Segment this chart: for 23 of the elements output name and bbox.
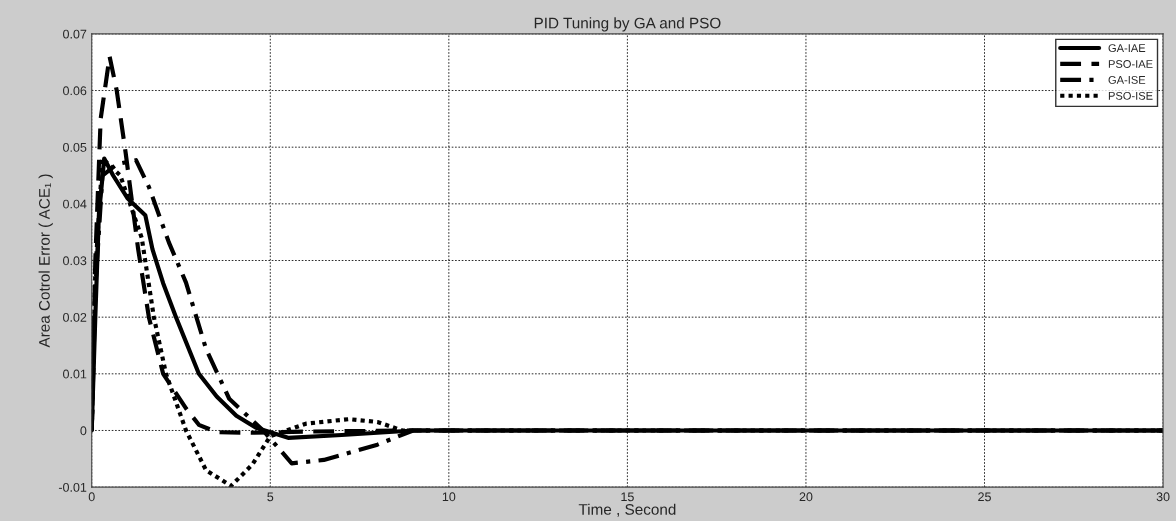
- legend-label: PSO-ISE: [1108, 91, 1153, 100]
- y-tick-label: 0.04: [63, 199, 87, 209]
- x-tick-label: 5: [267, 492, 274, 502]
- legend-label: GA-IAE: [1108, 44, 1146, 53]
- legend-label: GA-ISE: [1108, 75, 1146, 84]
- chart-title: PID Tuning by GA and PSO: [534, 17, 721, 32]
- y-tick-label: 0.07: [63, 29, 87, 39]
- x-tick-label: 30: [1156, 492, 1170, 502]
- x-tick-label: 25: [978, 492, 991, 502]
- y-tick-label: 0.02: [63, 312, 87, 322]
- y-tick-label: 0.05: [63, 142, 87, 152]
- y-tick-label: 0.03: [63, 256, 87, 266]
- x-tick-label: 10: [442, 492, 456, 502]
- legend-label: PSO-IAE: [1108, 60, 1153, 68]
- y-tick-label: 0.06: [63, 86, 87, 96]
- x-tick-label: 0: [88, 492, 95, 502]
- y-axis-title: Area Cotrol Error ( ACE₁ ): [38, 174, 53, 348]
- y-tick-label: 0: [80, 426, 87, 436]
- x-axis-title: Time , Second: [578, 503, 676, 517]
- x-tick-label: 15: [621, 492, 634, 502]
- y-tick-label: 0.01: [63, 369, 87, 379]
- x-tick-label: 20: [799, 492, 813, 502]
- y-tick-label: -0.01: [58, 482, 87, 492]
